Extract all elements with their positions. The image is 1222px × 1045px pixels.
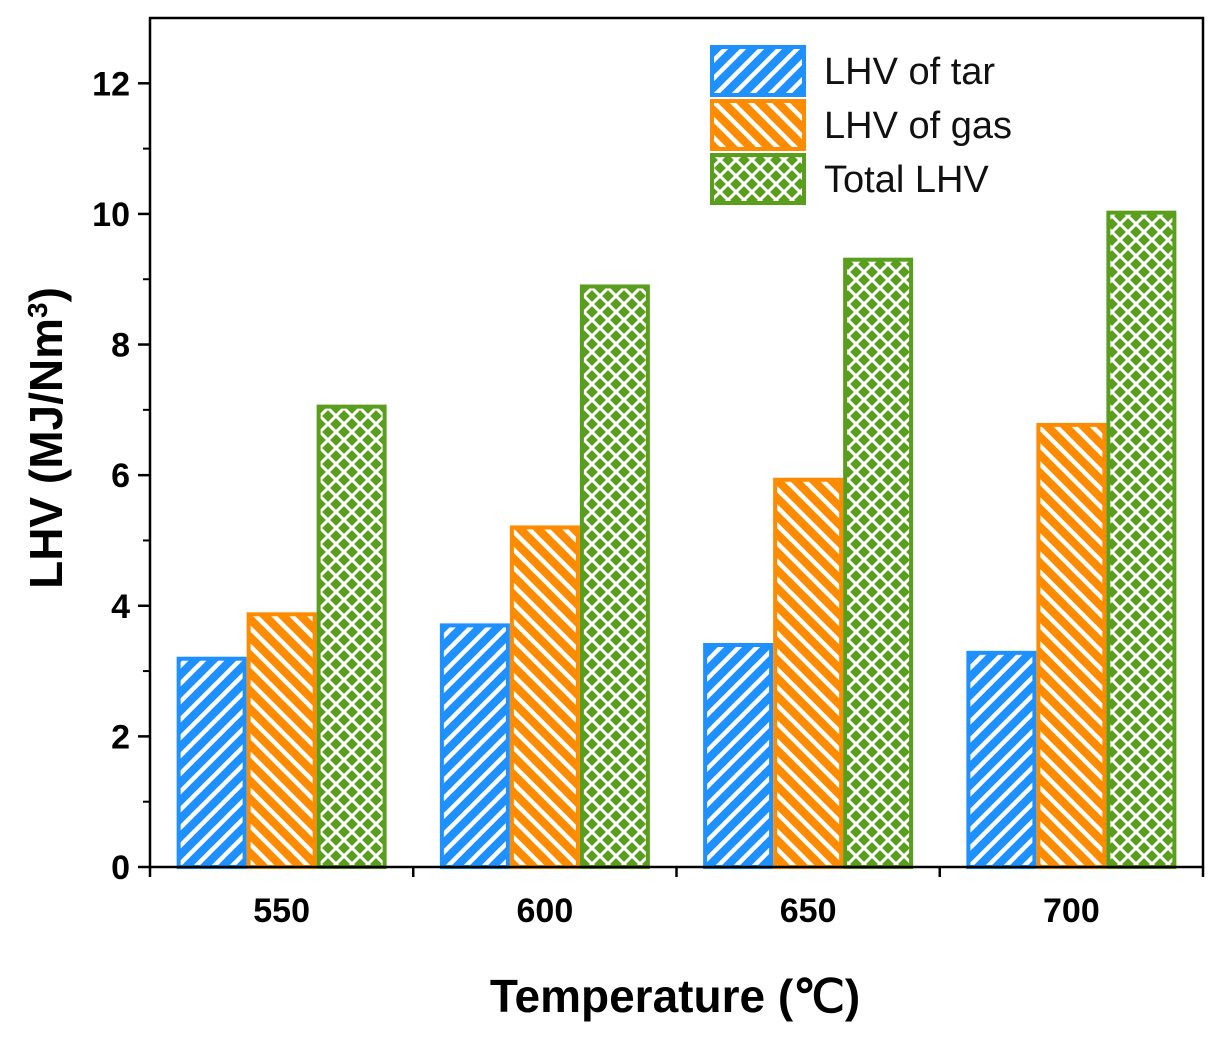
legend-label-lhv-of-gas: LHV of gas bbox=[824, 105, 1012, 147]
y-tick-label-6: 6 bbox=[111, 457, 130, 495]
legend: LHV of tar LHV of gas Total LHV bbox=[710, 45, 1012, 205]
y-tick-label-2: 2 bbox=[111, 718, 130, 756]
tick-labels-group: 0 2 4 6 8 10 12 550 600 650 700 bbox=[92, 65, 1100, 930]
legend-swatch-lhv-of-tar bbox=[710, 45, 806, 97]
y-tick-label-10: 10 bbox=[92, 196, 130, 234]
bar-lhv-of-tar-650 bbox=[703, 642, 774, 870]
legend-swatch-lhv-of-gas bbox=[710, 99, 806, 151]
bar-lhv-of-gas-650 bbox=[773, 477, 844, 869]
y-axis-title-superscript: 3 bbox=[22, 302, 53, 318]
bar-total-lhv-600 bbox=[579, 284, 650, 869]
y-tick-label-4: 4 bbox=[111, 588, 130, 626]
legend-label-total-lhv: Total LHV bbox=[824, 159, 989, 201]
y-tick-label-8: 8 bbox=[111, 327, 130, 365]
bars-group bbox=[176, 210, 1177, 870]
x-tick-label-700: 700 bbox=[1043, 892, 1100, 930]
bar-lhv-of-gas-700 bbox=[1036, 422, 1107, 869]
legend-label-lhv-of-tar: LHV of tar bbox=[824, 51, 995, 93]
x-tick-label-550: 550 bbox=[253, 892, 310, 930]
bar-total-lhv-700 bbox=[1106, 210, 1177, 869]
y-tick-label-12: 12 bbox=[92, 65, 130, 103]
x-tick-label-600: 600 bbox=[517, 892, 574, 930]
bar-lhv-of-gas-550 bbox=[246, 612, 317, 869]
bar-total-lhv-550 bbox=[316, 404, 387, 869]
x-tick-label-650: 650 bbox=[780, 892, 837, 930]
bar-lhv-of-gas-600 bbox=[509, 525, 580, 870]
y-tick-label-0: 0 bbox=[111, 849, 130, 887]
bar-lhv-of-tar-600 bbox=[439, 623, 510, 869]
y-axis-title: LHV (MJ/Nm3) bbox=[20, 287, 72, 589]
ticks-group bbox=[138, 82, 1205, 877]
y-axis-title-main: LHV (MJ/Nm bbox=[20, 318, 72, 589]
bar-lhv-of-tar-700 bbox=[966, 650, 1037, 869]
legend-swatch-total-lhv bbox=[710, 153, 806, 205]
bar-total-lhv-650 bbox=[843, 257, 914, 869]
x-axis-title: Temperature (℃) bbox=[490, 970, 860, 1022]
bar-lhv-of-tar-550 bbox=[176, 656, 247, 869]
y-axis-title-close: ) bbox=[20, 287, 72, 302]
